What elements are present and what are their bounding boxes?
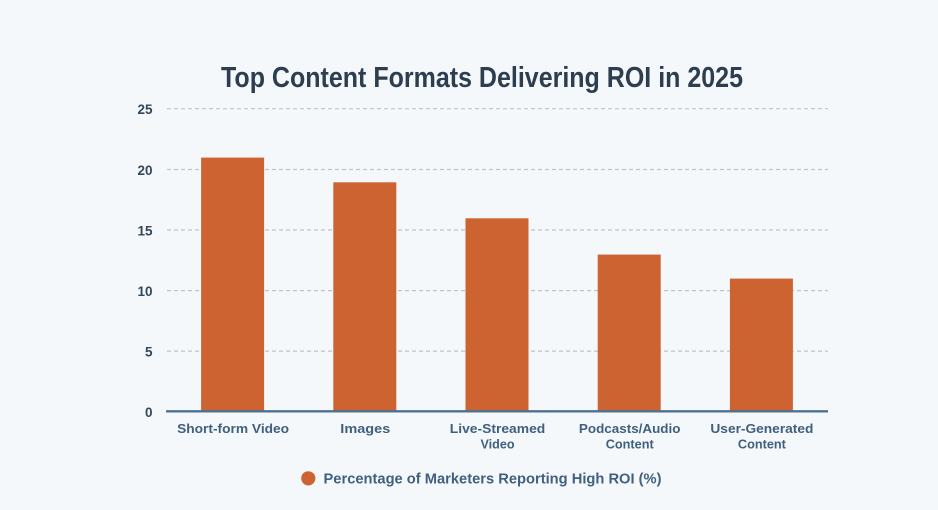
svg-text:User-Generated: User-Generated (710, 421, 813, 436)
svg-text:25: 25 (137, 102, 153, 117)
svg-text:20: 20 (137, 163, 152, 178)
svg-text:Live-Streamed: Live-Streamed (450, 421, 546, 436)
svg-text:Video: Video (481, 437, 515, 452)
svg-text:15: 15 (137, 224, 153, 239)
svg-text:0: 0 (145, 405, 153, 420)
svg-text:Percentage of Marketers Report: Percentage of Marketers Reporting High R… (324, 472, 662, 488)
svg-text:Podcasts/Audio: Podcasts/Audio (579, 421, 681, 436)
svg-text:5: 5 (145, 345, 153, 360)
svg-text:10: 10 (137, 284, 152, 299)
svg-text:Images: Images (340, 421, 390, 436)
svg-text:Short-form Video: Short-form Video (177, 421, 289, 436)
svg-text:Top Content Formats Delivering: Top Content Formats Delivering ROI in 20… (221, 62, 743, 94)
svg-text:Content: Content (606, 437, 655, 452)
svg-text:Content: Content (738, 437, 787, 452)
